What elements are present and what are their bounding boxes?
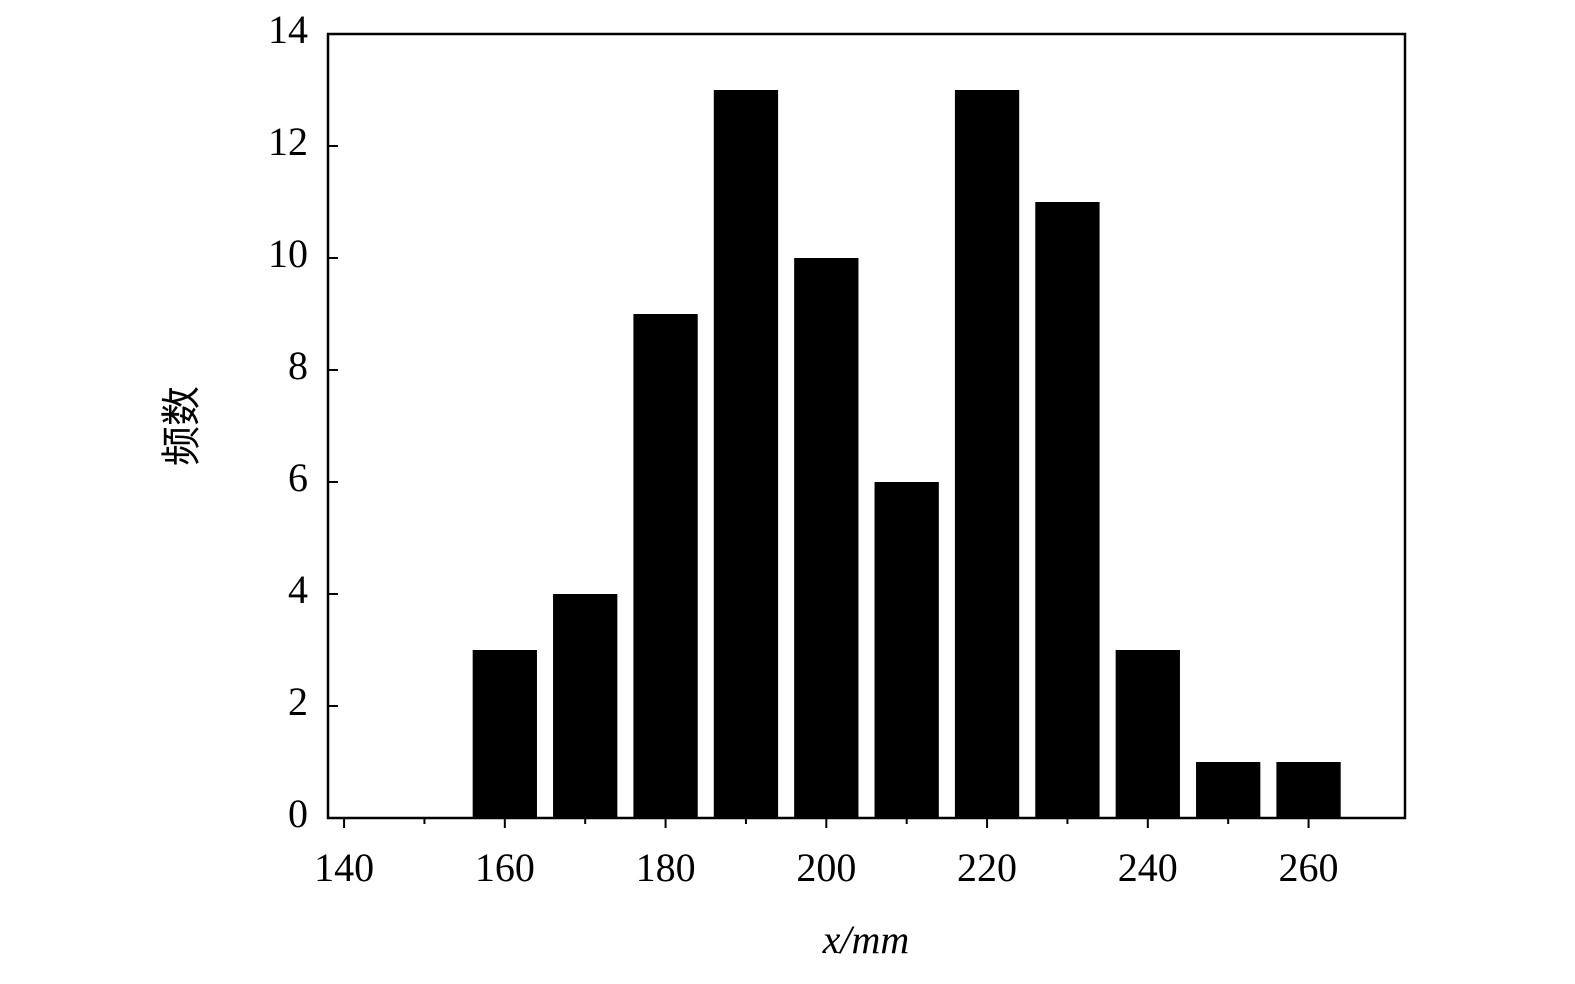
y-tick-label: 6 <box>288 455 308 500</box>
bar <box>1035 202 1100 818</box>
x-tick-label: 200 <box>796 845 856 890</box>
x-tick-label: 240 <box>1118 845 1178 890</box>
y-tick-label: 2 <box>288 679 308 724</box>
bar <box>794 258 859 818</box>
bar <box>1196 762 1261 818</box>
bar <box>874 482 939 818</box>
y-tick-label: 4 <box>288 567 308 612</box>
y-tick-label: 8 <box>288 343 308 388</box>
bar <box>553 594 618 818</box>
x-tick-label: 220 <box>957 845 1017 890</box>
x-axis-label: x/mm <box>822 917 910 962</box>
x-tick-label: 260 <box>1279 845 1339 890</box>
bar <box>472 650 537 818</box>
bar <box>1115 650 1180 818</box>
y-axis-label: 频数 <box>159 386 204 466</box>
y-tick-label: 10 <box>268 231 308 276</box>
x-tick-label: 140 <box>314 845 374 890</box>
bar <box>1276 762 1341 818</box>
plot-frame <box>326 32 1407 820</box>
bar <box>633 314 698 818</box>
bar <box>713 90 779 818</box>
y-tick-label: 0 <box>288 791 308 836</box>
y-tick-label: 12 <box>268 119 308 164</box>
x-tick-label: 160 <box>475 845 535 890</box>
bar <box>954 90 1020 818</box>
x-tick-label: 180 <box>636 845 696 890</box>
y-tick-label: 14 <box>268 7 308 52</box>
